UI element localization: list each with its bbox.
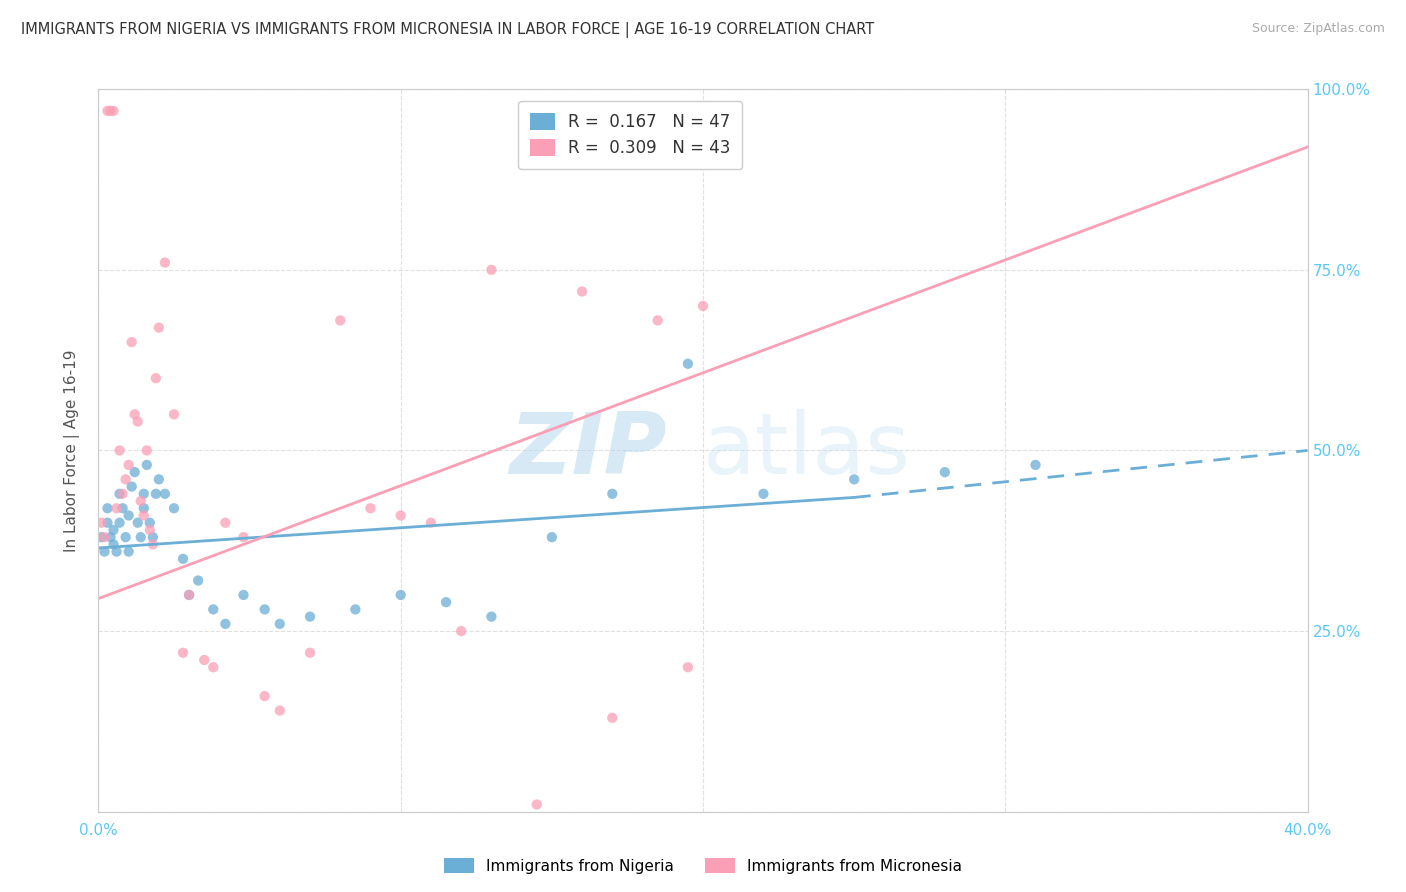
Point	[253, 689, 276, 703]
Point	[118, 544, 141, 558]
Point	[844, 472, 866, 486]
Point	[344, 602, 367, 616]
Point	[105, 501, 128, 516]
Point	[90, 530, 112, 544]
Point	[1024, 458, 1046, 472]
Point	[118, 508, 141, 523]
Point	[214, 516, 236, 530]
Point	[172, 551, 194, 566]
Point	[299, 646, 322, 660]
Point	[127, 415, 149, 429]
Point	[540, 530, 562, 544]
Point	[132, 487, 155, 501]
Point	[179, 588, 201, 602]
Point	[121, 334, 143, 349]
Point	[163, 501, 186, 516]
Point	[434, 595, 457, 609]
Text: IMMIGRANTS FROM NIGERIA VS IMMIGRANTS FROM MICRONESIA IN LABOR FORCE | AGE 16-19: IMMIGRANTS FROM NIGERIA VS IMMIGRANTS FR…	[21, 22, 875, 38]
Point	[111, 501, 134, 516]
Point	[135, 443, 157, 458]
Point	[389, 508, 412, 523]
Point	[100, 530, 122, 544]
Point	[139, 523, 162, 537]
Point	[90, 516, 112, 530]
Point	[129, 530, 152, 544]
Point	[105, 544, 128, 558]
Point	[124, 465, 146, 479]
Point	[127, 516, 149, 530]
Point	[103, 537, 125, 551]
Point	[193, 653, 215, 667]
Point	[96, 501, 118, 516]
Point	[647, 313, 669, 327]
Point	[121, 480, 143, 494]
Point	[96, 516, 118, 530]
Point	[360, 501, 382, 516]
Point	[232, 530, 254, 544]
Point	[108, 443, 131, 458]
Point	[202, 602, 225, 616]
Point	[450, 624, 472, 639]
Legend: R =  0.167   N = 47, R =  0.309   N = 43: R = 0.167 N = 47, R = 0.309 N = 43	[519, 101, 742, 169]
Point	[148, 472, 170, 486]
Point	[269, 704, 291, 718]
Point	[100, 103, 122, 118]
Point	[96, 103, 118, 118]
Point	[124, 407, 146, 421]
Point	[389, 588, 412, 602]
Point	[232, 588, 254, 602]
Point	[108, 516, 131, 530]
Point	[329, 313, 352, 327]
Point	[163, 407, 186, 421]
Point	[571, 285, 593, 299]
Point	[299, 609, 322, 624]
Point	[111, 487, 134, 501]
Point	[692, 299, 714, 313]
Point	[202, 660, 225, 674]
Point	[129, 494, 152, 508]
Point	[132, 501, 155, 516]
Point	[481, 262, 503, 277]
Point	[187, 574, 209, 588]
Point	[114, 530, 136, 544]
Point	[752, 487, 775, 501]
Point	[602, 487, 624, 501]
Point	[153, 487, 176, 501]
Point	[142, 530, 165, 544]
Point	[934, 465, 956, 479]
Point	[602, 711, 624, 725]
Point	[132, 508, 155, 523]
Point	[214, 616, 236, 631]
Text: Source: ZipAtlas.com: Source: ZipAtlas.com	[1251, 22, 1385, 36]
Point	[676, 660, 699, 674]
Point	[139, 516, 162, 530]
Point	[153, 255, 176, 269]
Point	[269, 616, 291, 631]
Text: atlas: atlas	[703, 409, 911, 492]
Point	[145, 487, 167, 501]
Point	[526, 797, 548, 812]
Point	[253, 602, 276, 616]
Legend: Immigrants from Nigeria, Immigrants from Micronesia: Immigrants from Nigeria, Immigrants from…	[437, 852, 969, 880]
Y-axis label: In Labor Force | Age 16-19: In Labor Force | Age 16-19	[63, 349, 80, 552]
Text: ZIP: ZIP	[509, 409, 666, 492]
Point	[148, 320, 170, 334]
Point	[676, 357, 699, 371]
Point	[103, 103, 125, 118]
Point	[172, 646, 194, 660]
Point	[114, 472, 136, 486]
Point	[118, 458, 141, 472]
Point	[108, 487, 131, 501]
Point	[142, 537, 165, 551]
Point	[481, 609, 503, 624]
Point	[93, 544, 115, 558]
Point	[93, 530, 115, 544]
Point	[420, 516, 443, 530]
Point	[103, 523, 125, 537]
Point	[135, 458, 157, 472]
Point	[179, 588, 201, 602]
Point	[145, 371, 167, 385]
